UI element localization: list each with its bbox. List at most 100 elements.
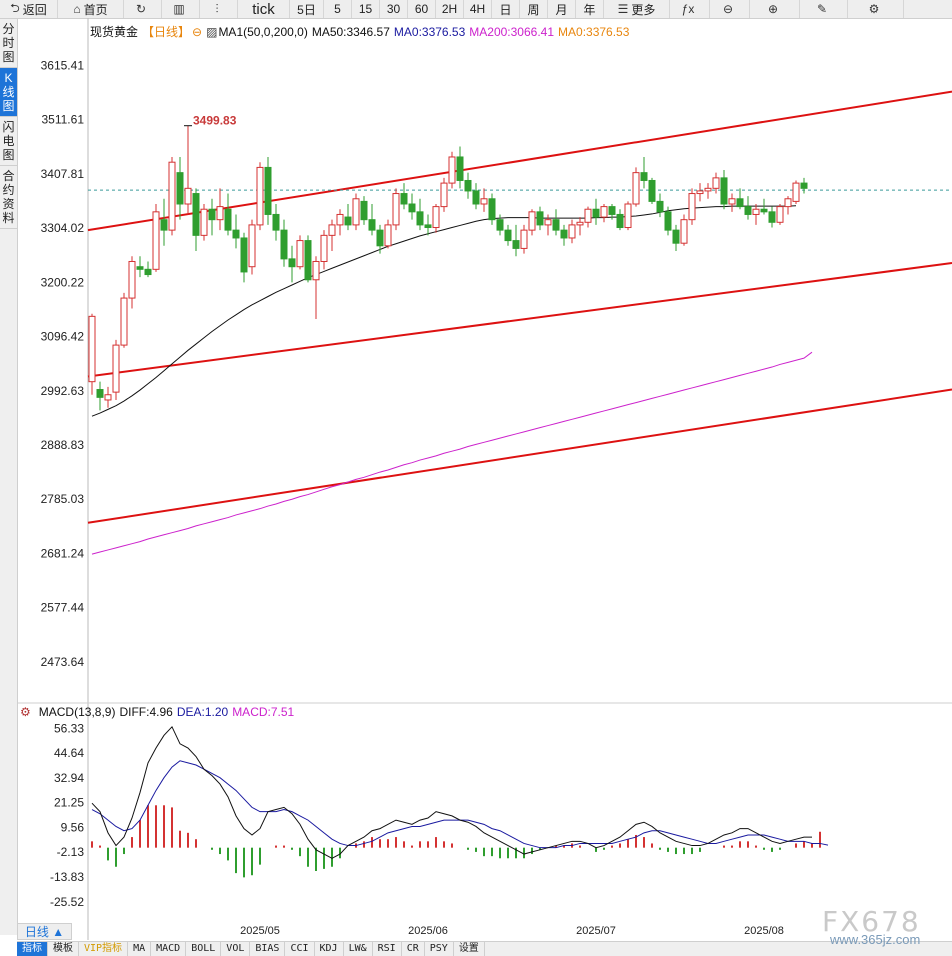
indicator-tab[interactable]: RSI bbox=[373, 942, 402, 956]
toolbar: ⮌ 返回 ⌂ 首页 ↻ ▥ ⫶ tick 5日 5 15 30 60 2H 4H 日周月年 ☰ 更多 ƒx ⊖ ⊕ ✎ ⚙ bbox=[0, 0, 952, 19]
candle-body bbox=[656, 200, 664, 213]
toolbar-period-5[interactable]: 5 bbox=[324, 0, 352, 18]
candle-body bbox=[464, 179, 472, 192]
indicator-tab[interactable]: BIAS bbox=[250, 942, 286, 956]
indicator-tab[interactable]: 设置 bbox=[454, 942, 485, 956]
toolbar-menu-button[interactable]: ☰ 更多 bbox=[604, 0, 670, 18]
candle-body bbox=[608, 206, 616, 215]
indicator-tab[interactable]: 指标 bbox=[17, 942, 48, 956]
toolbar-back-arrow-button[interactable]: ⮌ 返回 bbox=[0, 0, 58, 18]
toolbar-zoom-in-button[interactable]: ⊕ bbox=[750, 0, 800, 18]
candle-body bbox=[384, 224, 392, 247]
indicator-tab[interactable]: VOL bbox=[221, 942, 251, 956]
macd-value: MACD:7.51 bbox=[232, 705, 295, 719]
macd-y-tick-label: 44.64 bbox=[54, 746, 84, 760]
collapse-icon[interactable]: ⊖ bbox=[192, 25, 203, 39]
y-tick-label: 2888.83 bbox=[41, 438, 85, 452]
candlestick-icon: ⫶ bbox=[215, 1, 219, 16]
candle-body bbox=[400, 193, 408, 205]
toolbar-period-tick[interactable]: tick bbox=[238, 0, 290, 18]
toolbar-period-年[interactable]: 年 bbox=[576, 0, 604, 18]
toolbar-label: 日 bbox=[499, 2, 512, 17]
candle-body bbox=[544, 219, 552, 226]
x-tick-label: 2025/05 bbox=[240, 925, 280, 937]
toolbar-period-2H[interactable]: 2H bbox=[436, 0, 464, 18]
candle-body bbox=[192, 193, 200, 236]
candle-body bbox=[96, 389, 104, 398]
toolbar-bar-chart-button[interactable]: ▥ bbox=[162, 0, 200, 18]
toolbar-candlestick-button[interactable]: ⫶ bbox=[200, 0, 238, 18]
candle-body bbox=[104, 394, 112, 401]
candle-body bbox=[696, 190, 704, 195]
indicator-tab[interactable]: MA bbox=[128, 942, 152, 956]
y-tick-label: 3407.81 bbox=[41, 167, 85, 181]
y-tick-label: 2681.24 bbox=[41, 546, 85, 560]
candle-body bbox=[536, 211, 544, 226]
macd-settings-icon[interactable]: ⚙ bbox=[20, 705, 31, 719]
toolbar-period-30[interactable]: 30 bbox=[380, 0, 408, 18]
macd-y-tick-label: 21.25 bbox=[54, 796, 84, 810]
candle-body bbox=[304, 240, 312, 281]
candle-body bbox=[224, 208, 232, 231]
indicator-tab[interactable]: LW& bbox=[344, 942, 373, 956]
y-tick-label: 2992.63 bbox=[41, 384, 85, 398]
toolbar-period-60[interactable]: 60 bbox=[408, 0, 436, 18]
macd-y-tick-label: -2.13 bbox=[57, 845, 85, 859]
indicator-tab[interactable]: KDJ bbox=[315, 942, 344, 956]
candle-body bbox=[440, 182, 448, 208]
candle-body bbox=[120, 297, 128, 346]
indicator-tab[interactable]: 模板 bbox=[48, 942, 79, 956]
candle-body bbox=[320, 234, 328, 262]
macd-dea-value: DEA:1.20 bbox=[176, 705, 229, 719]
toolbar-label: 周 bbox=[527, 2, 540, 17]
candle-body bbox=[256, 166, 264, 226]
candle-body bbox=[784, 198, 792, 208]
candle-body bbox=[424, 224, 432, 229]
indicator-icon[interactable]: ▨ bbox=[206, 25, 218, 39]
toolbar-period-4H[interactable]: 4H bbox=[464, 0, 492, 18]
indicator-tab[interactable]: CCI bbox=[285, 942, 315, 956]
zoom-out-icon: ⊖ bbox=[722, 2, 734, 16]
toolbar-period-周[interactable]: 周 bbox=[520, 0, 548, 18]
toolbar-formula-button[interactable]: ƒx bbox=[670, 0, 710, 18]
dea-line bbox=[91, 760, 829, 849]
toolbar-period-月[interactable]: 月 bbox=[548, 0, 576, 18]
x-tick-label: 2025/08 bbox=[744, 925, 784, 937]
candle-body bbox=[488, 198, 496, 221]
candle-body bbox=[592, 208, 600, 218]
toolbar-period-日[interactable]: 日 bbox=[492, 0, 520, 18]
peak-label: 3499.83 bbox=[193, 114, 237, 128]
candle-body bbox=[768, 211, 776, 223]
ma200-line bbox=[91, 351, 813, 555]
y-tick-label: 3615.41 bbox=[41, 58, 85, 72]
indicator-tab[interactable]: VIP指标 bbox=[79, 942, 129, 956]
period-selector[interactable]: 日线 ▲ bbox=[17, 923, 72, 940]
toolbar-period-15[interactable]: 15 bbox=[352, 0, 380, 18]
sidebar-item[interactable]: 分时图 bbox=[0, 19, 17, 68]
indicator-tab[interactable]: MACD bbox=[151, 942, 187, 956]
y-tick-label: 3200.22 bbox=[41, 275, 85, 289]
indicator-tab[interactable]: PSY bbox=[425, 942, 454, 956]
indicator-tab[interactable]: BOLL bbox=[186, 942, 222, 956]
toolbar-home-button[interactable]: ⌂ 首页 bbox=[58, 0, 124, 18]
sidebar-item[interactable]: 合约资料 bbox=[0, 166, 17, 229]
formula-icon: ƒx bbox=[681, 2, 695, 16]
toolbar-period-5日[interactable]: 5日 bbox=[290, 0, 324, 18]
candle-body bbox=[200, 208, 208, 236]
trend-channel-line bbox=[87, 388, 952, 524]
toolbar-draw-pen-button[interactable]: ✎ bbox=[800, 0, 848, 18]
toolbar-refresh-button[interactable]: ↻ bbox=[124, 0, 162, 18]
candle-body bbox=[648, 179, 656, 202]
toolbar-label: 年 bbox=[583, 2, 596, 17]
sidebar-item[interactable]: 闪电图 bbox=[0, 117, 17, 166]
candle-body bbox=[704, 187, 712, 192]
indicator-tab[interactable]: CR bbox=[402, 942, 425, 956]
toolbar-settings-button[interactable]: ⚙ bbox=[848, 0, 904, 18]
toolbar-label: 2H bbox=[441, 2, 458, 16]
toolbar-zoom-out-button[interactable]: ⊖ bbox=[710, 0, 750, 18]
candle-body bbox=[144, 268, 152, 276]
candle-body bbox=[752, 208, 760, 215]
candle-body bbox=[512, 240, 520, 249]
